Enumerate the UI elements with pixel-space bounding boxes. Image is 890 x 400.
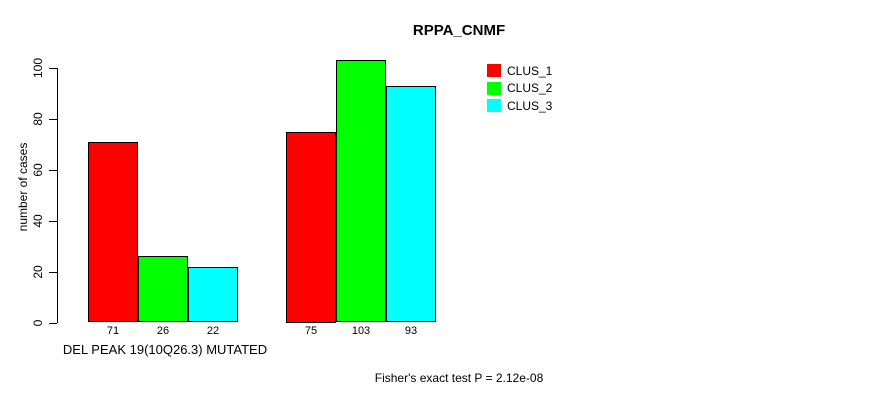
chart-title: RPPA_CNMF [412, 22, 506, 39]
legend-label: CLUS_1 [507, 63, 553, 78]
y-axis-line [57, 68, 58, 323]
legend-label: CLUS_2 [507, 81, 553, 96]
x-axis-label: DEL PEAK 19(10Q26.3) MUTATED [62, 342, 268, 357]
y-tick [49, 322, 57, 324]
y-tick [49, 169, 57, 171]
legend-swatch-clus_2 [487, 81, 501, 95]
y-tick-label: 20 [31, 264, 45, 279]
bar-group-1-clus_2 [138, 256, 188, 323]
legend-item-clus_3: CLUS_3 [487, 97, 552, 115]
y-tick [49, 68, 57, 69]
legend-item-clus_2: CLUS_2 [487, 80, 552, 98]
bar-value-label: 103 [351, 325, 371, 337]
legend-swatch-clus_1 [487, 64, 501, 78]
bar-value-label: 75 [304, 325, 318, 337]
y-axis-label: number of cases [16, 142, 30, 232]
legend-item-clus_1: CLUS_1 [487, 62, 552, 80]
bar-group-1-clus_3 [188, 266, 238, 323]
bar-value-label: 71 [106, 325, 120, 337]
y-tick [49, 118, 57, 120]
y-tick [49, 271, 57, 273]
bar-value-label: 93 [404, 325, 418, 337]
bar-group-2-clus_1 [286, 131, 336, 323]
bar-value-label: 26 [156, 325, 170, 337]
y-tick [49, 220, 57, 222]
legend-label: CLUS_3 [507, 98, 553, 113]
y-tick-label: 100 [31, 57, 45, 79]
annotation-fisher-test: Fisher's exact test P = 2.12e-08 [374, 371, 544, 385]
y-tick-label: 40 [31, 214, 45, 228]
legend-swatch-clus_3 [487, 99, 501, 113]
legend: CLUS_1 CLUS_2 CLUS_3 [487, 62, 552, 115]
bar-value-label: 22 [206, 325, 220, 337]
y-tick-label: 80 [31, 112, 45, 126]
y-tick-label: 60 [31, 163, 45, 177]
bar-group-2-clus_3 [386, 85, 436, 323]
bar-group-2-clus_2 [336, 60, 386, 323]
bar-group-1-clus_1 [88, 141, 138, 323]
y-tick-label: 0 [31, 319, 45, 326]
